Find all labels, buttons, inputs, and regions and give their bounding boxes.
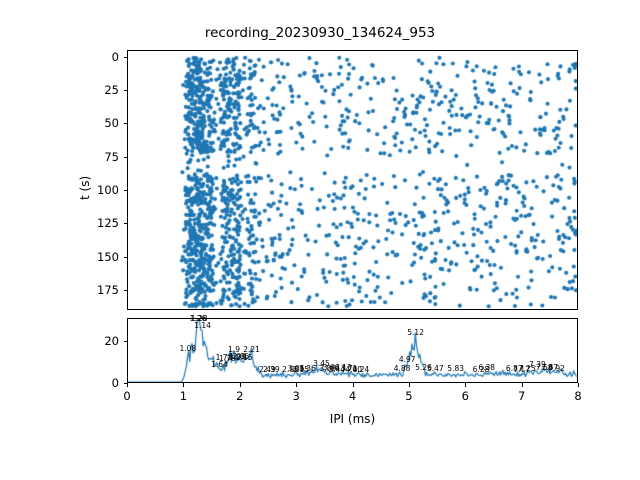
peak-label: 3.66 bbox=[322, 362, 340, 372]
hist-xtick bbox=[465, 383, 467, 387]
peak-label: 1.26 bbox=[189, 314, 207, 324]
peak-label: 1.9 bbox=[228, 344, 241, 354]
hist-ytick bbox=[123, 341, 127, 343]
raster-ytick-label: 75 bbox=[104, 149, 119, 164]
hist-xtick bbox=[239, 383, 241, 387]
raster-ytick-label: 125 bbox=[97, 216, 119, 231]
peak-label: 6.87 bbox=[505, 364, 523, 374]
peak-label: 1.14 bbox=[194, 320, 211, 330]
raster-ytick bbox=[123, 290, 127, 291]
peak-label: 6.38 bbox=[478, 362, 496, 372]
peak-label: 7.92 bbox=[548, 364, 565, 374]
histogram-x-axis-label: IPI (ms) bbox=[329, 412, 376, 426]
hist-xtick-label: 7 bbox=[517, 389, 526, 403]
peak-label: 7.25 bbox=[518, 364, 536, 374]
raster-ytick-label: 150 bbox=[97, 249, 119, 264]
hist-ytick-label: 20 bbox=[104, 334, 119, 349]
hist-xtick bbox=[183, 383, 185, 387]
histogram-axes bbox=[127, 318, 578, 383]
peak-label: 1.78 bbox=[218, 354, 236, 364]
peak-label: 1.96 bbox=[229, 352, 246, 362]
raster-ytick bbox=[123, 190, 127, 191]
raster-ytick-label: 50 bbox=[104, 116, 119, 131]
raster-ytick bbox=[123, 156, 127, 158]
peak-label: 3.36 bbox=[299, 363, 316, 373]
peak-label: 2.39 bbox=[262, 365, 280, 375]
hist-xtick-label: 6 bbox=[461, 389, 469, 403]
peak-label: 7.17 bbox=[513, 364, 530, 374]
hist-xtick bbox=[127, 383, 128, 387]
peak-label: 1.72 bbox=[215, 353, 233, 363]
peak-label: 3.88 bbox=[319, 363, 337, 373]
peak-label: 1.28 bbox=[190, 314, 208, 324]
hist-xtick-label: 2 bbox=[236, 389, 244, 403]
histogram-line-canvas bbox=[128, 319, 577, 382]
hist-xtick bbox=[408, 383, 410, 387]
peak-label: 7.58 bbox=[535, 362, 553, 372]
peak-label: 2.21 bbox=[243, 344, 260, 354]
peak-label: 1.64 bbox=[211, 360, 228, 370]
raster-ytick-label: 100 bbox=[97, 183, 119, 197]
figure-title: recording_20230930_134624_953 bbox=[204, 25, 436, 41]
hist-xtick-label: 4 bbox=[348, 389, 357, 403]
raster-ytick bbox=[123, 123, 127, 125]
peak-label: 7.67 bbox=[541, 362, 559, 372]
hist-xtick bbox=[578, 383, 579, 387]
peak-label: 4.88 bbox=[393, 363, 411, 373]
raster-plot-axes bbox=[127, 50, 578, 310]
peak-label: 3.15 bbox=[292, 364, 309, 374]
raster-ytick bbox=[123, 256, 127, 258]
peak-label: 4.13 bbox=[335, 362, 352, 372]
hist-ytick-label: 0 bbox=[111, 376, 119, 390]
peak-label: 3.45 bbox=[313, 359, 330, 369]
hist-xtick-label: 3 bbox=[292, 389, 300, 403]
peak-label: 4.24 bbox=[352, 365, 370, 375]
raster-ytick-label: 175 bbox=[97, 283, 119, 297]
hist-xtick-label: 0 bbox=[123, 389, 131, 403]
peak-label: 3.06 bbox=[287, 364, 305, 374]
peak-label: 2.15 bbox=[235, 353, 253, 363]
hist-xtick bbox=[352, 383, 354, 387]
peak-label: 4.97 bbox=[398, 355, 416, 365]
hist-ytick bbox=[123, 383, 127, 384]
hist-xtick-label: 1 bbox=[179, 389, 188, 403]
peak-label: 5.12 bbox=[407, 327, 424, 337]
peak-label: 5.83 bbox=[447, 363, 465, 373]
peak-label: 3.44 bbox=[328, 364, 346, 374]
hist-xtick-label: 5 bbox=[405, 389, 413, 403]
peak-label: 2.49 bbox=[259, 364, 276, 374]
peak-label: 5.47 bbox=[427, 364, 444, 374]
hist-xtick bbox=[521, 383, 523, 387]
peak-label: 2.98 bbox=[282, 364, 299, 374]
peak-label: 5.26 bbox=[415, 362, 432, 372]
raster-ytick bbox=[123, 56, 127, 58]
peak-label: 4.00 bbox=[345, 364, 362, 374]
raster-ytick bbox=[123, 223, 127, 225]
raster-ytick-label: 0 bbox=[111, 49, 119, 64]
raster-ytick bbox=[123, 90, 127, 91]
peak-label: 7.39 bbox=[529, 360, 546, 370]
raster-ytick-label: 25 bbox=[104, 83, 119, 97]
hist-xtick bbox=[296, 383, 298, 387]
peak-label: 3.71 bbox=[340, 364, 358, 374]
peak-label: 1.08 bbox=[179, 343, 197, 353]
raster-scatter-canvas bbox=[128, 51, 577, 309]
hist-xtick-label: 8 bbox=[574, 389, 582, 403]
peak-label: 6.28 bbox=[472, 364, 490, 374]
peak-label: 2.05 bbox=[232, 352, 250, 362]
